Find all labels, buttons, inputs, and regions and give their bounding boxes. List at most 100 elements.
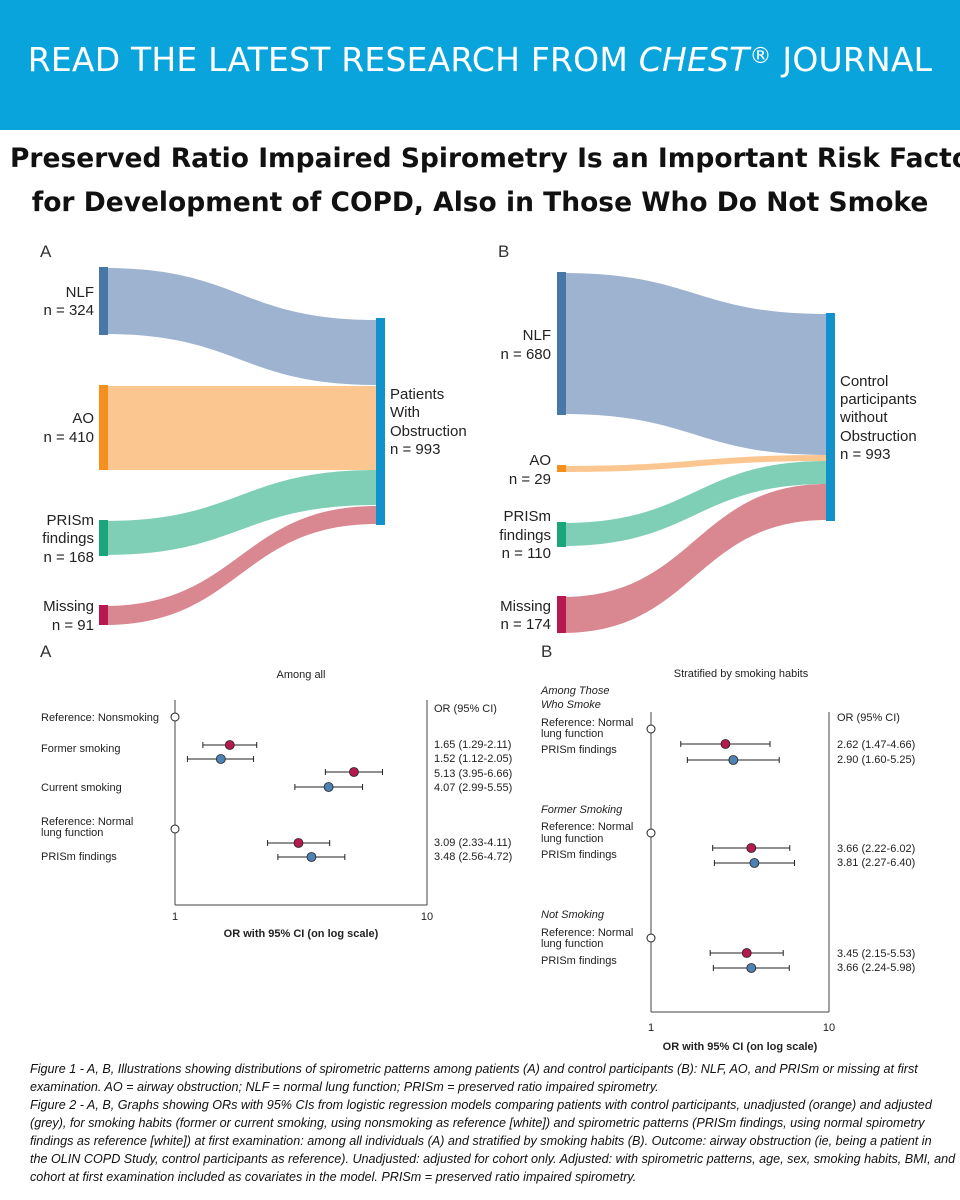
sankey-a-target-3: Obstruction: [390, 423, 467, 440]
sankey-b-n-nlf: n = 680: [501, 346, 551, 363]
banner-pre: READ THE LATEST RESEARCH FROM: [27, 40, 639, 79]
caption-line-1: Figure 1 - A, B, Illustrations showing d…: [30, 1062, 918, 1076]
forest-b-g1-heading-2: Who Smoke: [541, 699, 601, 711]
banner-post: JOURNAL: [771, 40, 933, 79]
sankey-a-label-missing: Missing: [43, 598, 94, 615]
forest-b-g2-or-unadj: 3.66 (2.22-6.02): [837, 843, 915, 855]
sankey-a-n-missing: n = 91: [52, 617, 94, 634]
sankey-a-target-2: With: [390, 404, 420, 421]
journal-banner: READ THE LATEST RESEARCH FROM CHEST® JOU…: [0, 0, 960, 130]
forest-a-or-current-unadj: 5.13 (3.95-6.66): [434, 768, 512, 780]
banner-registered-mark: ®: [749, 44, 772, 69]
sankey-a-label-prism-1: PRISm: [46, 512, 94, 529]
forest-b-or-header: OR (95% CI): [837, 712, 900, 724]
sankey-b-target-2: participants: [840, 391, 917, 408]
forest-a-row-prism: PRISm findings: [41, 851, 117, 863]
forest-a-row-1-adjusted-point: [215, 754, 226, 764]
forest-b-ref-dot-2: [646, 933, 656, 943]
forest-b-tick-10: 10: [823, 1022, 835, 1034]
forest-a-row-current: Current smoking: [41, 782, 122, 794]
sankey-b: B NLF n = 680 AO n = 29 PRISm findings n…: [498, 242, 917, 633]
caption-line-7: cohort at first examination included as …: [30, 1170, 637, 1184]
forest-b-tick-1: 1: [648, 1022, 654, 1034]
sankey-b-label-missing: Missing: [500, 598, 551, 615]
forest-b-g1-ref-2: lung function: [541, 728, 603, 740]
sankey-a-node-target: [376, 318, 385, 525]
sankey-b-flow-ao: [562, 455, 827, 472]
forest-a-row-ref-smoking: Reference: Nonsmoking: [41, 712, 159, 724]
sankey-b-n-missing: n = 174: [501, 616, 551, 633]
forest-b-g1-heading-1: Among Those: [540, 685, 609, 697]
sankey-a-label-prism-2: findings: [42, 530, 94, 547]
forest-a-or-current-adj: 4.07 (2.99-5.55): [434, 782, 512, 794]
forest-b-g1-ref-1: Reference: Normal: [541, 717, 633, 729]
forest-a-row-4-unadjusted-point: [293, 838, 304, 848]
forest-a-row-1-unadjusted-point: [224, 740, 235, 750]
forest-a-or-former-adj: 1.52 (1.12-2.05): [434, 753, 512, 765]
forest-b-g1-or-adj: 2.90 (1.60-5.25): [837, 754, 915, 766]
sankey-b-target-n: n = 993: [840, 446, 890, 463]
forest-a-tick-10: 10: [421, 911, 433, 923]
forest-b-g3-label: PRISm findings: [541, 955, 617, 967]
sankey-b-label-ao: AO: [529, 452, 551, 469]
caption-line-4: (grey), for smoking habits (former or cu…: [30, 1116, 925, 1130]
forest-b-g3-or-unadj: 3.45 (2.15-5.53): [837, 948, 915, 960]
sankey-a-label-ao: AO: [72, 410, 94, 427]
forest-a-row-ref-lung-2: lung function: [41, 827, 103, 839]
forest-a-ref-dot-3: [170, 824, 180, 834]
sankey-b-flow-prism: [562, 461, 827, 546]
sankey-b-n-ao: n = 29: [509, 471, 551, 488]
forest-b-g1-label: PRISm findings: [541, 744, 617, 756]
forest-a-row-2-adjusted-point: [323, 782, 334, 792]
sankey-b-label-prism-1: PRISm: [503, 508, 551, 525]
sankey-a-node-missing: [99, 605, 108, 625]
sankey-b-n-prism: n = 110: [502, 545, 551, 562]
caption-line-6: the OLIN COPD Study, control participant…: [30, 1152, 956, 1166]
forest-b-marks: [646, 724, 796, 973]
sankey-b-node-target: [826, 313, 835, 521]
forest-b-group-0-adjusted-point: [728, 755, 739, 765]
sankey-a-flow-ao: [104, 386, 377, 470]
forest-a-row-2-unadjusted-point: [349, 767, 359, 777]
banner-text: READ THE LATEST RESEARCH FROM CHEST® JOU…: [0, 40, 960, 79]
forest-b-ref-dot-1: [646, 828, 656, 838]
forest-b-xlabel: OR with 95% CI (on log scale): [663, 1041, 818, 1053]
sankey-a-n-prism: n = 168: [44, 549, 94, 566]
sankey-a-flow-missing: [104, 506, 377, 625]
forest-a-tick-1: 1: [172, 911, 178, 923]
forest-plot-a: A Among all 1 10 OR with 95% CI (on log …: [40, 642, 512, 940]
forest-a-row-ref-lung-1: Reference: Normal: [41, 816, 133, 828]
forest-b-g3-heading: Not Smoking: [541, 909, 605, 921]
sankey-a-target-n: n = 993: [390, 441, 440, 458]
forest-a-row-former: Former smoking: [41, 743, 120, 755]
sankey-a-label-nlf: NLF: [66, 284, 94, 301]
forest-a-or-former-unadj: 1.65 (1.29-2.11): [434, 739, 511, 751]
forest-b-g3-or-adj: 3.66 (2.24-5.98): [837, 962, 915, 974]
sankey-b-target-4: Obstruction: [840, 428, 917, 445]
forest-a-or-prism-adj: 3.48 (2.56-4.72): [434, 851, 512, 863]
title-line-1: Preserved Ratio Impaired Spirometry Is a…: [10, 143, 960, 174]
sankey-a-flow-nlf: [104, 268, 377, 385]
sankey-b-node-nlf: [557, 272, 566, 415]
sankey-a-node-prism: [99, 520, 108, 556]
sankey-b-flow-nlf: [562, 273, 827, 455]
banner-journal-name: CHEST: [638, 40, 750, 79]
forest-a-marks: [170, 712, 384, 862]
sankey-a-n-ao: n = 410: [44, 429, 94, 446]
sankey-a: A NLF n = 324 AO n = 410 PRISm findings …: [40, 242, 467, 634]
sankey-a-n-nlf: n = 324: [44, 302, 94, 319]
sankey-b-panel-label: B: [498, 242, 509, 261]
caption-line-5: findings as reference [white]) at first …: [30, 1134, 932, 1148]
forest-plot-b: B Stratified by smoking habits 1 10 OR w…: [540, 642, 915, 1053]
forest-b-group-2-adjusted-point: [746, 963, 757, 973]
forest-b-g2-heading: Former Smoking: [541, 804, 623, 816]
forest-b-g1-or-unadj: 2.62 (1.47-4.66): [837, 739, 915, 751]
forest-b-title: Stratified by smoking habits: [674, 668, 809, 680]
sankey-a-panel-label: A: [40, 242, 52, 261]
sankey-b-label-nlf: NLF: [523, 327, 551, 344]
caption-line-2: examination. AO = airway obstruction; NL…: [30, 1080, 659, 1094]
caption-line-3: Figure 2 - A, B, Graphs showing ORs with…: [30, 1098, 932, 1112]
sankey-b-flow-missing: [562, 484, 827, 633]
figure-caption: Figure 1 - A, B, Illustrations showing d…: [30, 1060, 956, 1186]
